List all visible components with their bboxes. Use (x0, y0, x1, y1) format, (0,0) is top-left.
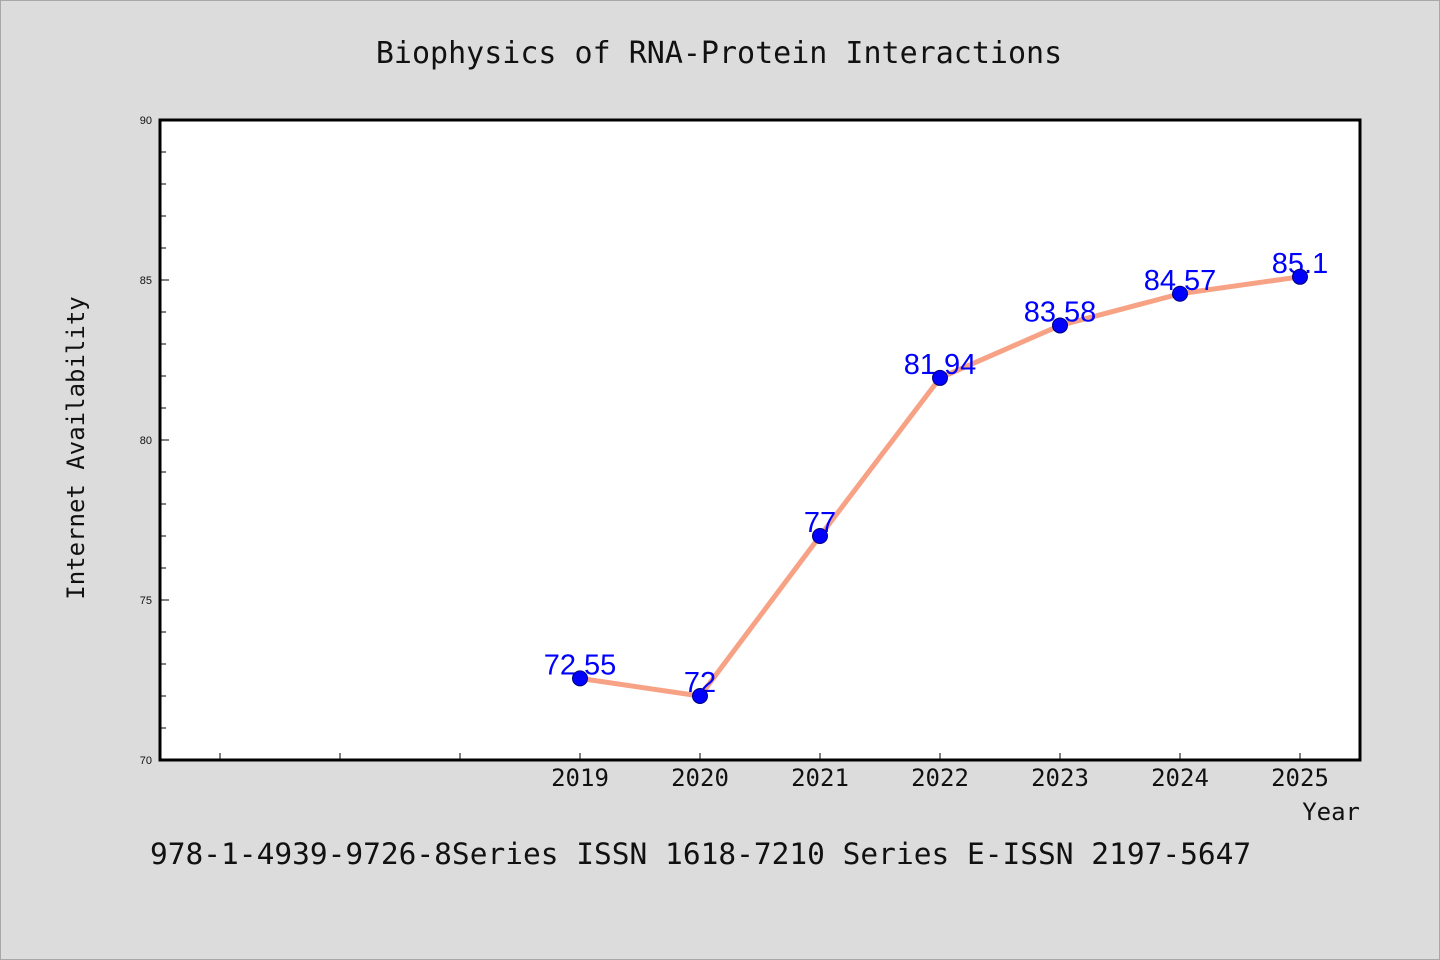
x-tick-label: 2023 (1031, 764, 1089, 792)
x-tick-label: 2022 (911, 764, 969, 792)
x-axis-label: Year (1302, 798, 1360, 826)
x-tick-label: 2019 (551, 764, 609, 792)
data-point (932, 369, 948, 386)
data-point (1052, 317, 1068, 334)
y-axis: 70 75 80 85 90 (140, 115, 169, 767)
x-tick-label: 2020 (671, 764, 729, 792)
footer-text: 978-1-4939-9726-8Series ISSN 1618-7210 S… (150, 837, 1251, 871)
data-point (692, 688, 708, 704)
y-tick-label: 85 (140, 275, 152, 287)
y-tick-label: 80 (140, 435, 152, 447)
x-axis: 2019 2020 2021 2022 2023 2024 2025 (219, 753, 1329, 792)
chart-title: Biophysics of RNA-Protein Interactions (376, 36, 1062, 71)
plot-area (158, 118, 1362, 762)
data-point (1172, 285, 1188, 302)
y-axis-label: Internet Availability (62, 296, 90, 599)
x-tick-label: 2025 (1271, 764, 1329, 792)
y-tick-label: 90 (140, 115, 152, 127)
x-tick-label: 2024 (1151, 764, 1209, 792)
data-point (1292, 268, 1308, 285)
data-point (572, 670, 588, 687)
y-tick-label: 75 (140, 595, 152, 607)
y-tick-label: 70 (140, 755, 152, 767)
x-tick-label: 2021 (791, 764, 849, 792)
data-point (812, 528, 828, 544)
